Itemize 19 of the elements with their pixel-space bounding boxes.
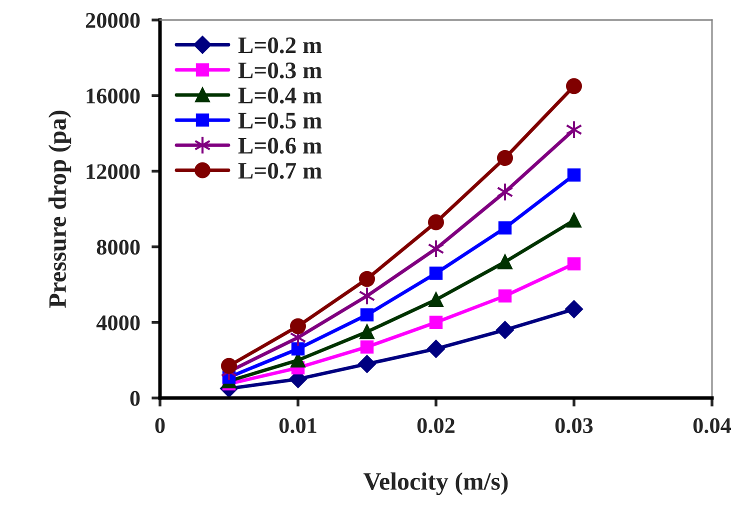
y-tick-label: 8000 <box>96 240 140 255</box>
legend-label: L=0.6 m <box>238 138 322 154</box>
y-tick-label: 4000 <box>96 315 140 330</box>
y-axis-title: Pressure drop (pa) <box>48 110 72 308</box>
y-tick-label: 12000 <box>86 164 140 180</box>
y-tick-label: 20000 <box>86 12 140 28</box>
x-tick-label: 0.02 <box>417 418 454 434</box>
x-tick-label: 0.04 <box>693 418 732 434</box>
x-axis-title: Velocity (m/s) <box>363 472 508 496</box>
y-tick-label: 16000 <box>86 88 140 104</box>
legend-label: L=0.3 m <box>238 62 322 78</box>
y-tick-label: 0 <box>130 390 140 406</box>
legend-label: L=0.4 m <box>238 88 322 104</box>
x-tick-label: 0.01 <box>279 418 316 434</box>
legend-label: L=0.2 m <box>238 37 322 54</box>
x-tick-label: 0.03 <box>555 418 593 434</box>
legend-label: L=0.7 m <box>238 162 322 179</box>
x-tick-label: 0 <box>155 418 165 434</box>
legend-label: L=0.5 m <box>238 112 322 129</box>
